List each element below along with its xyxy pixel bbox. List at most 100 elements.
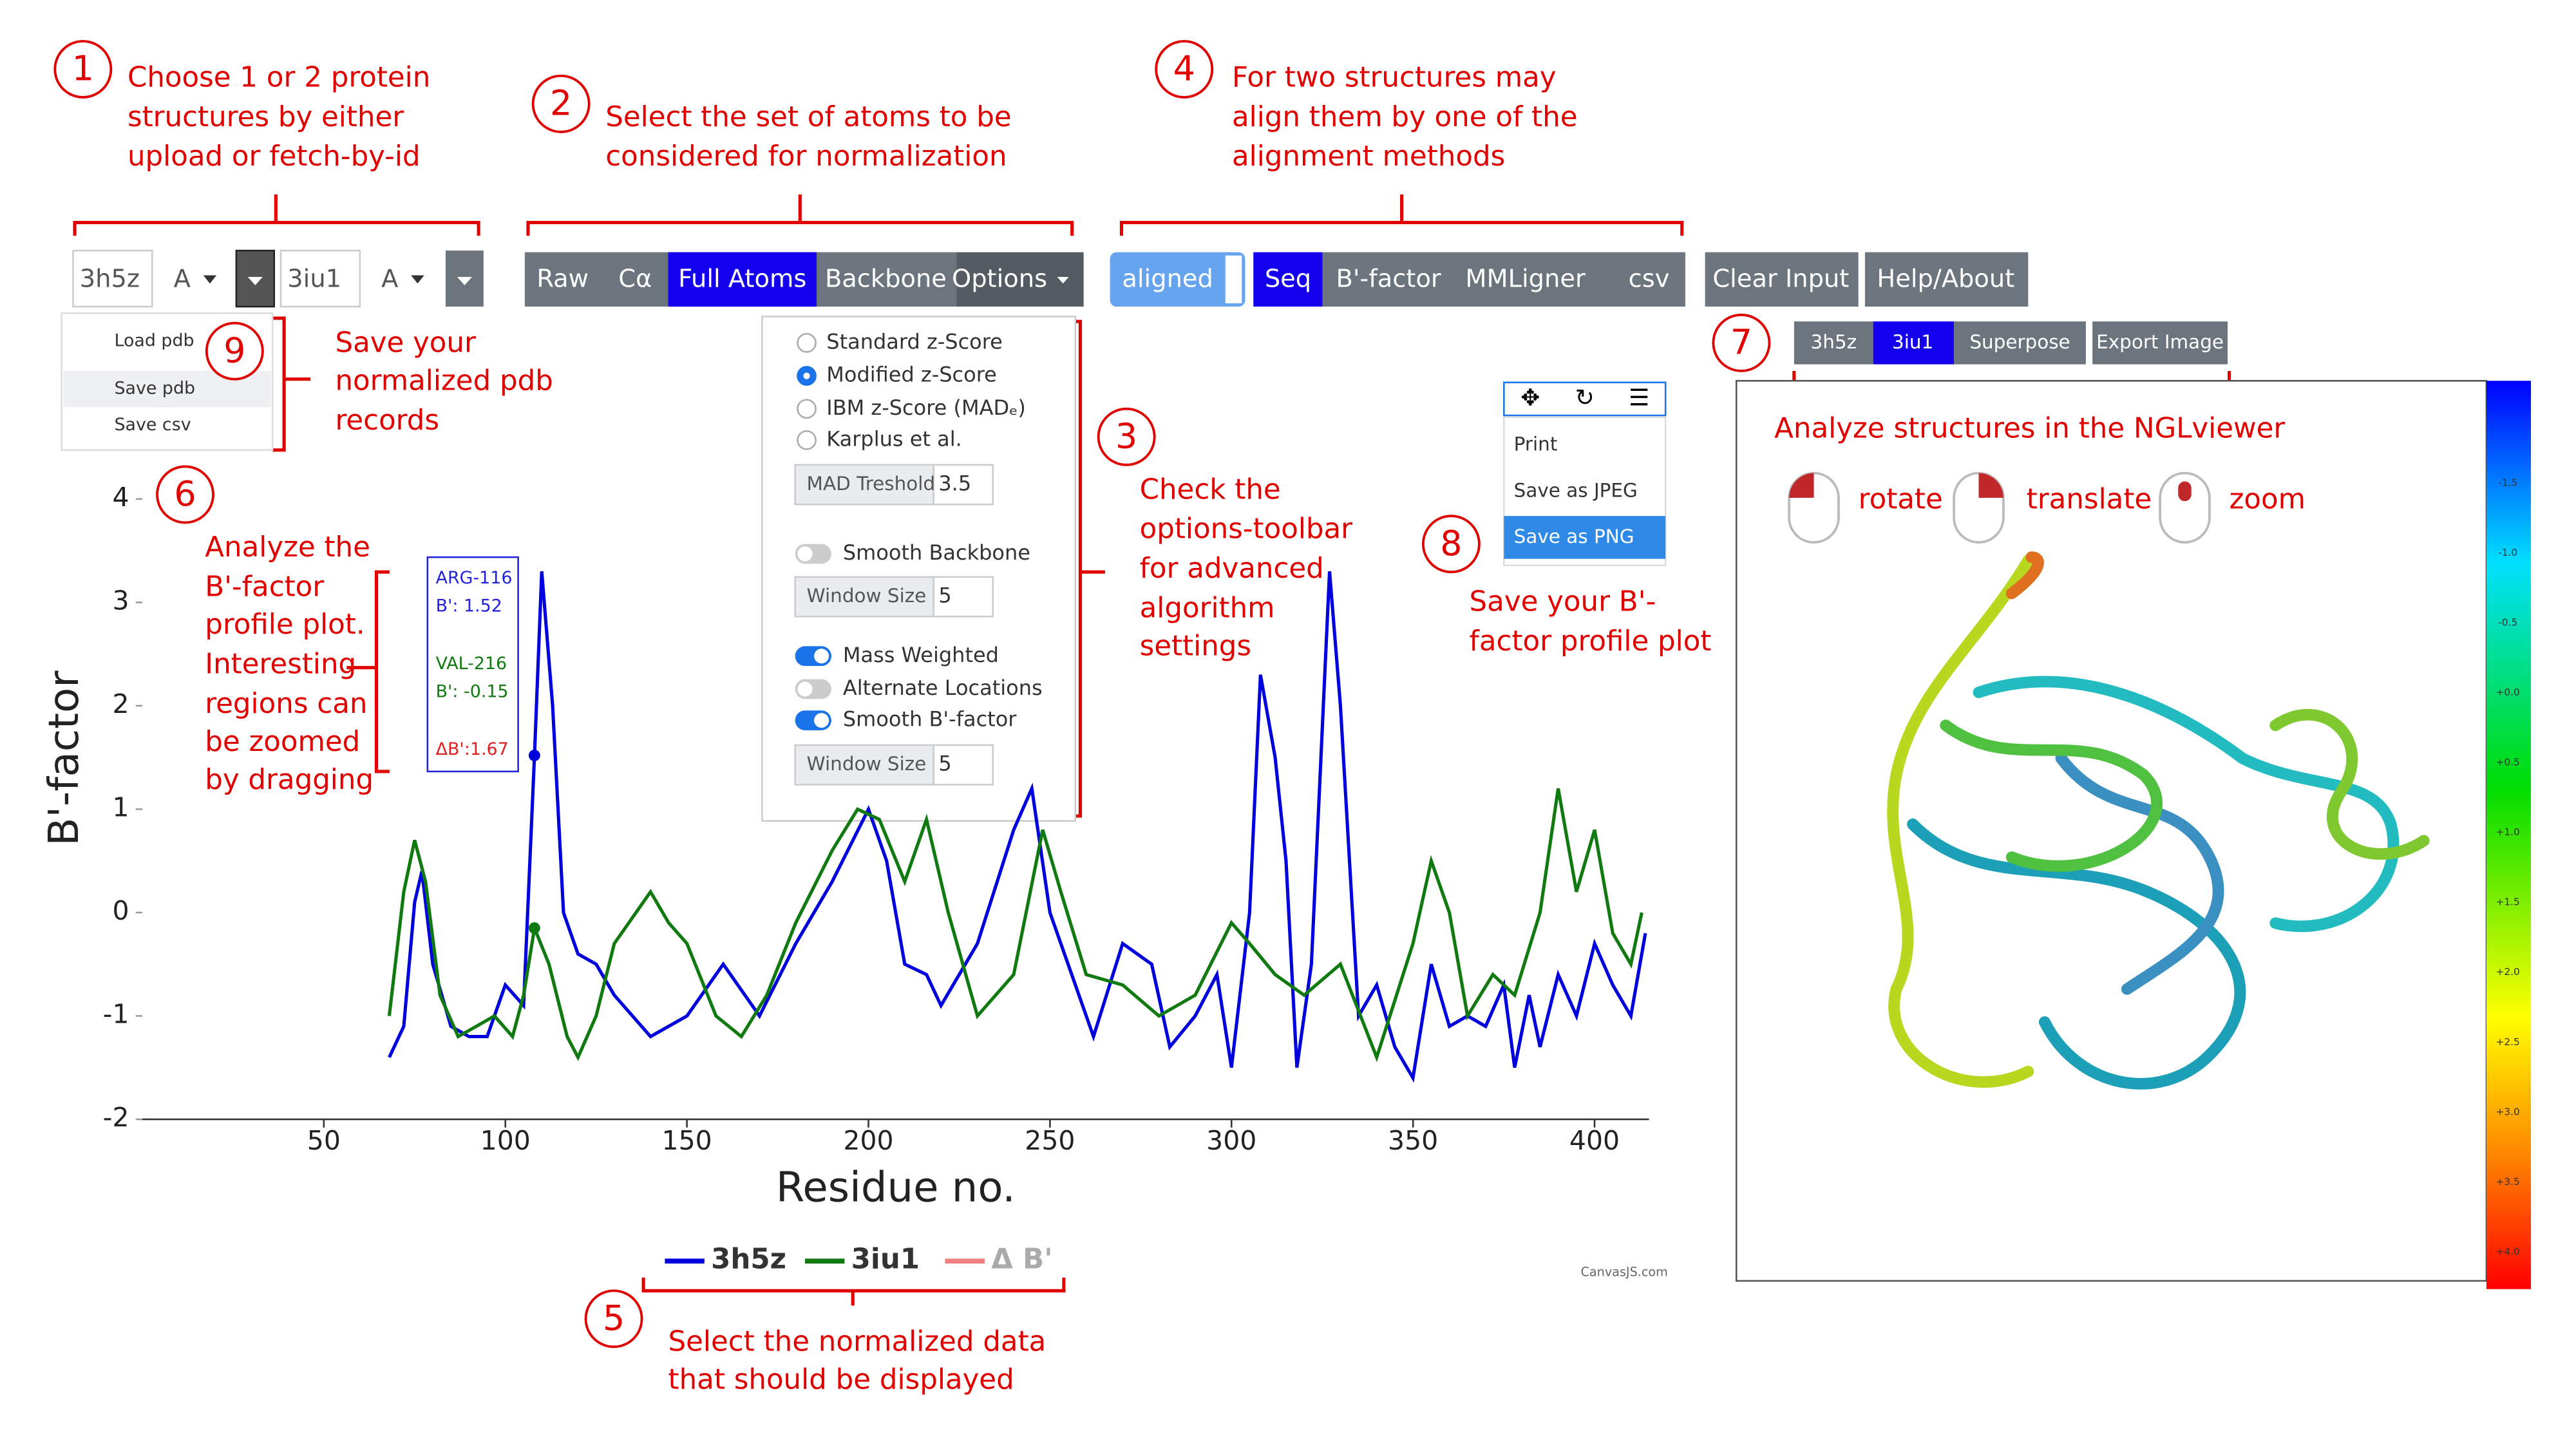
annotation-marker: [584, 1289, 643, 1349]
toggle-label: Smooth B'-factor: [843, 707, 1017, 732]
atom-button[interactable]: Full Atoms: [678, 265, 806, 294]
atom-button[interactable]: Raw: [536, 265, 589, 294]
radio-dot: [803, 372, 810, 379]
y-tick-label: 2: [112, 688, 129, 719]
structure-input: 3iu1: [287, 265, 341, 294]
align-button[interactable]: aligned: [1122, 265, 1213, 294]
atom-button[interactable]: Backbone: [825, 265, 947, 294]
annotation-text: alignment methods: [1232, 140, 1505, 173]
colorbar-label: +2.0: [2496, 966, 2520, 978]
menu-item: Load pdb: [114, 330, 194, 350]
annotation-text: Select the normalized data: [668, 1326, 1046, 1358]
annotation-text: Analyze the: [205, 531, 370, 564]
caret: [411, 275, 424, 284]
annotation-text: that should be displayed: [668, 1364, 1014, 1396]
annotation-text: For two structures may: [1232, 61, 1557, 93]
caret: [1057, 277, 1069, 284]
field-label: Window Size: [807, 753, 927, 775]
colorbar-label: +0.0: [2496, 687, 2520, 698]
menus: ✥ ↻ ☰: [61, 312, 1667, 822]
align-button[interactable]: Seq: [1265, 265, 1311, 294]
caret: [203, 275, 217, 284]
annotation-text: upload or fetch-by-id: [128, 140, 421, 173]
legend-label[interactable]: 3iu1: [851, 1244, 920, 1276]
svg-text:☰: ☰: [1629, 384, 1649, 411]
colorbar-label: -0.5: [2498, 617, 2517, 629]
tooltip-text: VAL-216: [436, 654, 507, 674]
menu-item: Save csv: [114, 415, 191, 435]
annotation-marker: [1421, 515, 1481, 574]
x-tick-label: 200: [843, 1125, 893, 1156]
hover-point: [528, 922, 540, 934]
x-tick-label: 400: [1569, 1125, 1620, 1156]
structure-input: A: [381, 265, 398, 294]
field-label-box: [794, 744, 934, 786]
toggle-knob: [797, 681, 813, 697]
y-tick-label: 3: [112, 585, 129, 616]
annotation-text: considered for normalization: [605, 140, 1007, 173]
field-input: [933, 464, 994, 506]
menu-item: Save pdb: [114, 379, 195, 399]
legend-label[interactable]: Δ B': [991, 1244, 1052, 1276]
field-label: MAD Treshold: [807, 473, 936, 495]
toggle-label: Smooth Backbone: [843, 540, 1030, 565]
annotation-text: by dragging: [205, 764, 374, 796]
y-tick-label: 4: [112, 482, 129, 513]
align-button[interactable]: B'-factor: [1336, 265, 1441, 294]
annotation-marker: [1097, 407, 1156, 466]
y-tick-label: 1: [112, 791, 129, 822]
atom-button[interactable]: Options: [952, 265, 1047, 294]
annotation-number: 3: [1115, 416, 1137, 457]
series-line: [388, 571, 1647, 1083]
annotation-text: Save your B'-: [1470, 585, 1656, 618]
toggle-knob: [814, 649, 829, 664]
annotation-number: 9: [223, 330, 245, 370]
annotation-number: 1: [72, 48, 94, 89]
ngl-viewer: [1735, 321, 2532, 1289]
mouse-hint: zoom: [2230, 484, 2306, 516]
annotation-text: align them by one of the: [1232, 101, 1578, 133]
annotation-number: 5: [603, 1298, 625, 1338]
mouse-hint: rotate: [1859, 484, 1943, 516]
field-label: Window Size: [807, 585, 927, 607]
annotation-text: Interesting: [205, 649, 356, 681]
tooltip-text: B': -0.15: [436, 682, 509, 702]
colorbar-label: +1.5: [2496, 896, 2520, 908]
annotation-text: regions can: [205, 688, 367, 720]
x-tick-label: 250: [1025, 1125, 1075, 1156]
field-value: 5: [938, 752, 951, 776]
annotation-text: be zoomed: [205, 726, 360, 758]
tool-button[interactable]: Help/About: [1877, 265, 2014, 294]
field-input: [933, 576, 994, 618]
radio: [797, 399, 817, 419]
tooltip-text: ΔB':1.67: [436, 739, 509, 759]
legend-label[interactable]: 3h5z: [711, 1244, 786, 1276]
colorbar-label: +1.0: [2496, 826, 2520, 838]
toolbar: [72, 249, 2029, 308]
annotation-text: for advanced: [1140, 553, 1324, 585]
menu-item: Save as PNG: [1514, 526, 1634, 547]
radio-label: Modified z-Score: [826, 363, 997, 387]
hover-point: [528, 750, 540, 761]
annotation-text: normalized pdb: [335, 365, 553, 397]
svg-text:↻: ↻: [1575, 384, 1595, 411]
x-tick-label: 100: [480, 1125, 531, 1156]
annotation-marker: [156, 465, 214, 524]
colorbar-label: -1.0: [2498, 547, 2517, 558]
align-button[interactable]: csv: [1629, 265, 1670, 294]
viewer-tab: 3h5z: [1811, 331, 1857, 353]
menu-item: Save as JPEG: [1514, 479, 1638, 501]
toggle-knob: [814, 713, 829, 728]
tool-button[interactable]: Clear Input: [1712, 265, 1849, 294]
y-tick-label: -2: [103, 1102, 129, 1133]
align-button[interactable]: MMLigner: [1465, 265, 1586, 294]
atom-button[interactable]: Cα: [618, 265, 652, 294]
y-tick-label: -1: [103, 999, 129, 1030]
series-line: [387, 788, 1643, 1063]
field-value: 5: [938, 583, 951, 608]
colorbar-label: +0.5: [2496, 757, 2520, 768]
colorbar-label: +4.0: [2496, 1245, 2520, 1257]
annotation-number: 6: [174, 473, 196, 514]
y-tick-label: 0: [112, 895, 129, 926]
